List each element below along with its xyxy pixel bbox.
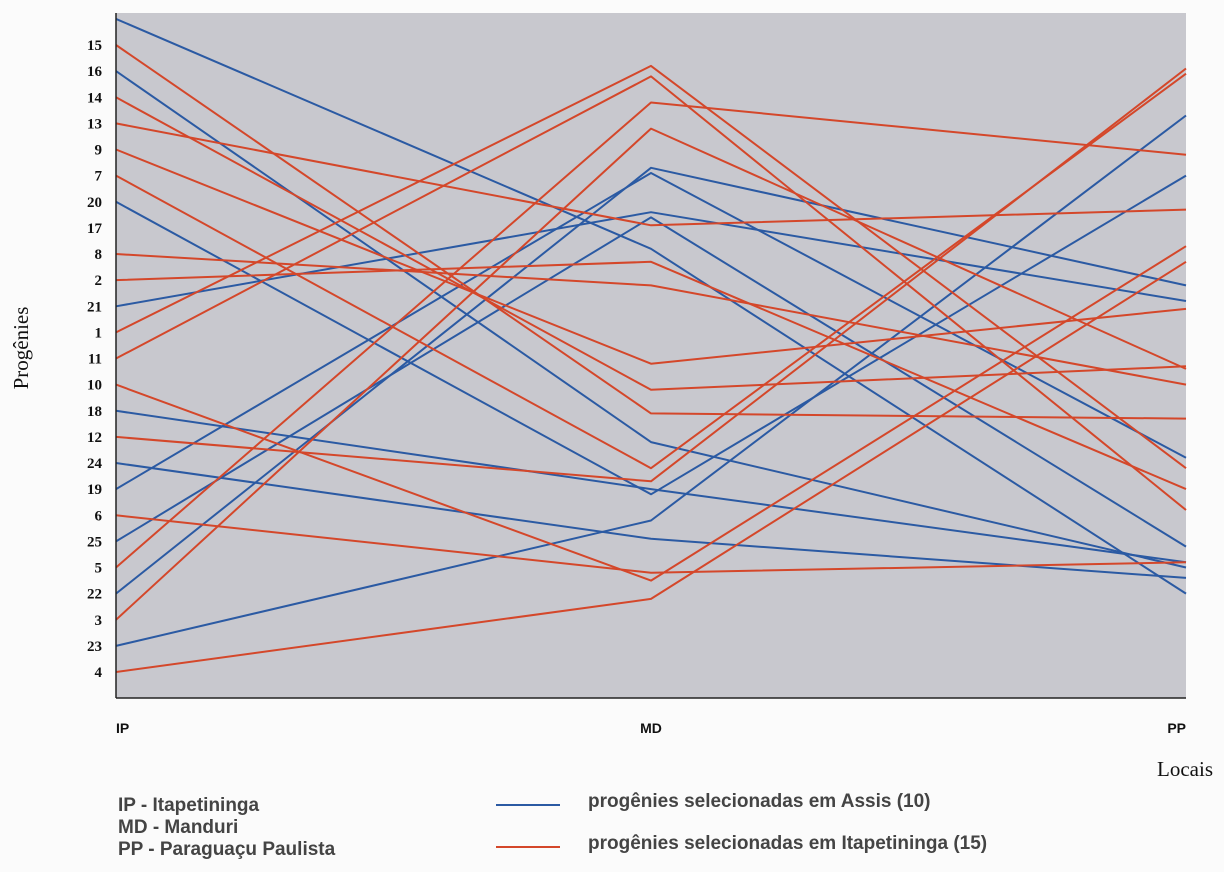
legend-abbr-md: MD - Manduri <box>118 817 239 838</box>
y-tick-label: 24 <box>87 456 103 472</box>
y-tick-label: 17 <box>87 221 103 237</box>
x-tick-label: IP <box>116 720 129 736</box>
series-line-itapetininga <box>115 260 1187 673</box>
series-line-itapetininga <box>115 127 1187 621</box>
legend-label-assis: progênies selecionadas em Assis (10) <box>588 791 931 812</box>
legend-label-itapetininga: progênies selecionadas em Itapetininga (… <box>588 833 988 854</box>
y-tick-label: 21 <box>87 299 102 315</box>
plot-area <box>116 13 1186 698</box>
y-tick-label: 25 <box>87 534 102 550</box>
y-tick-label: 6 <box>95 508 103 524</box>
series-line-itapetininga <box>115 75 1187 511</box>
y-tick-label: 22 <box>87 587 102 603</box>
series-line-assis <box>115 409 1187 564</box>
y-tick-label: 15 <box>87 38 102 54</box>
y-tick-label: 4 <box>95 665 103 681</box>
legend-swatch-assis <box>496 804 560 806</box>
legend-abbr-ip: IP - Itapetininga <box>118 795 260 816</box>
y-tick-label: 1 <box>95 325 103 341</box>
x-tick-label: MD <box>640 720 662 736</box>
y-tick-label: 3 <box>95 613 103 629</box>
legend-item-itapetininga: progênies selecionadas em Itapetininga (… <box>496 833 1216 863</box>
x-tick-label: PP <box>1167 720 1186 736</box>
legend-item-assis: progênies selecionadas em Assis (10) <box>496 791 1216 821</box>
y-tick-labels: 1516141397201782211111018122419625522323… <box>87 38 103 681</box>
y-tick-label: 8 <box>95 247 103 263</box>
series-line-itapetininga <box>115 44 1187 420</box>
y-tick-label: 14 <box>87 90 103 106</box>
y-tick-label: 11 <box>88 352 102 368</box>
series-line-itapetininga <box>115 260 1187 491</box>
y-tick-label: 12 <box>87 430 102 446</box>
series-line-assis <box>115 172 1187 490</box>
series-line-itapetininga <box>115 148 1187 365</box>
y-tick-label: 19 <box>87 482 102 498</box>
legend-swatch-itapetininga <box>496 846 560 848</box>
series-line-itapetininga <box>115 67 1187 483</box>
line-chart: 1516141397201782211111018122419625522323… <box>9 13 1213 781</box>
series-line-assis <box>115 216 1187 548</box>
series-line-assis <box>115 114 1187 647</box>
series-line-assis <box>115 174 1187 496</box>
series-line-assis <box>115 17 1187 595</box>
series-lines <box>115 17 1187 673</box>
series-line-itapetininga <box>115 514 1187 574</box>
y-tick-label: 5 <box>95 561 103 577</box>
series-line-itapetininga <box>115 245 1187 582</box>
y-tick-label: 13 <box>87 116 102 132</box>
y-tick-label: 20 <box>87 195 102 211</box>
y-tick-label: 7 <box>95 169 103 185</box>
y-axis-title: Progênies <box>9 307 33 390</box>
y-tick-label: 18 <box>87 404 102 420</box>
y-tick-label: 10 <box>87 378 102 394</box>
y-tick-label: 23 <box>87 639 102 655</box>
y-tick-label: 9 <box>95 143 103 159</box>
x-tick-labels: IP MD PP <box>116 720 1186 736</box>
series-line-itapetininga <box>115 122 1187 227</box>
x-axis-title: Locais <box>1157 757 1213 781</box>
series-line-itapetininga <box>115 101 1187 569</box>
y-tick-label: 16 <box>87 64 103 80</box>
y-tick-label: 2 <box>95 273 103 289</box>
legend-abbr-pp: PP - Paraguaçu Paulista <box>118 839 336 860</box>
series-line-itapetininga <box>115 64 1187 469</box>
